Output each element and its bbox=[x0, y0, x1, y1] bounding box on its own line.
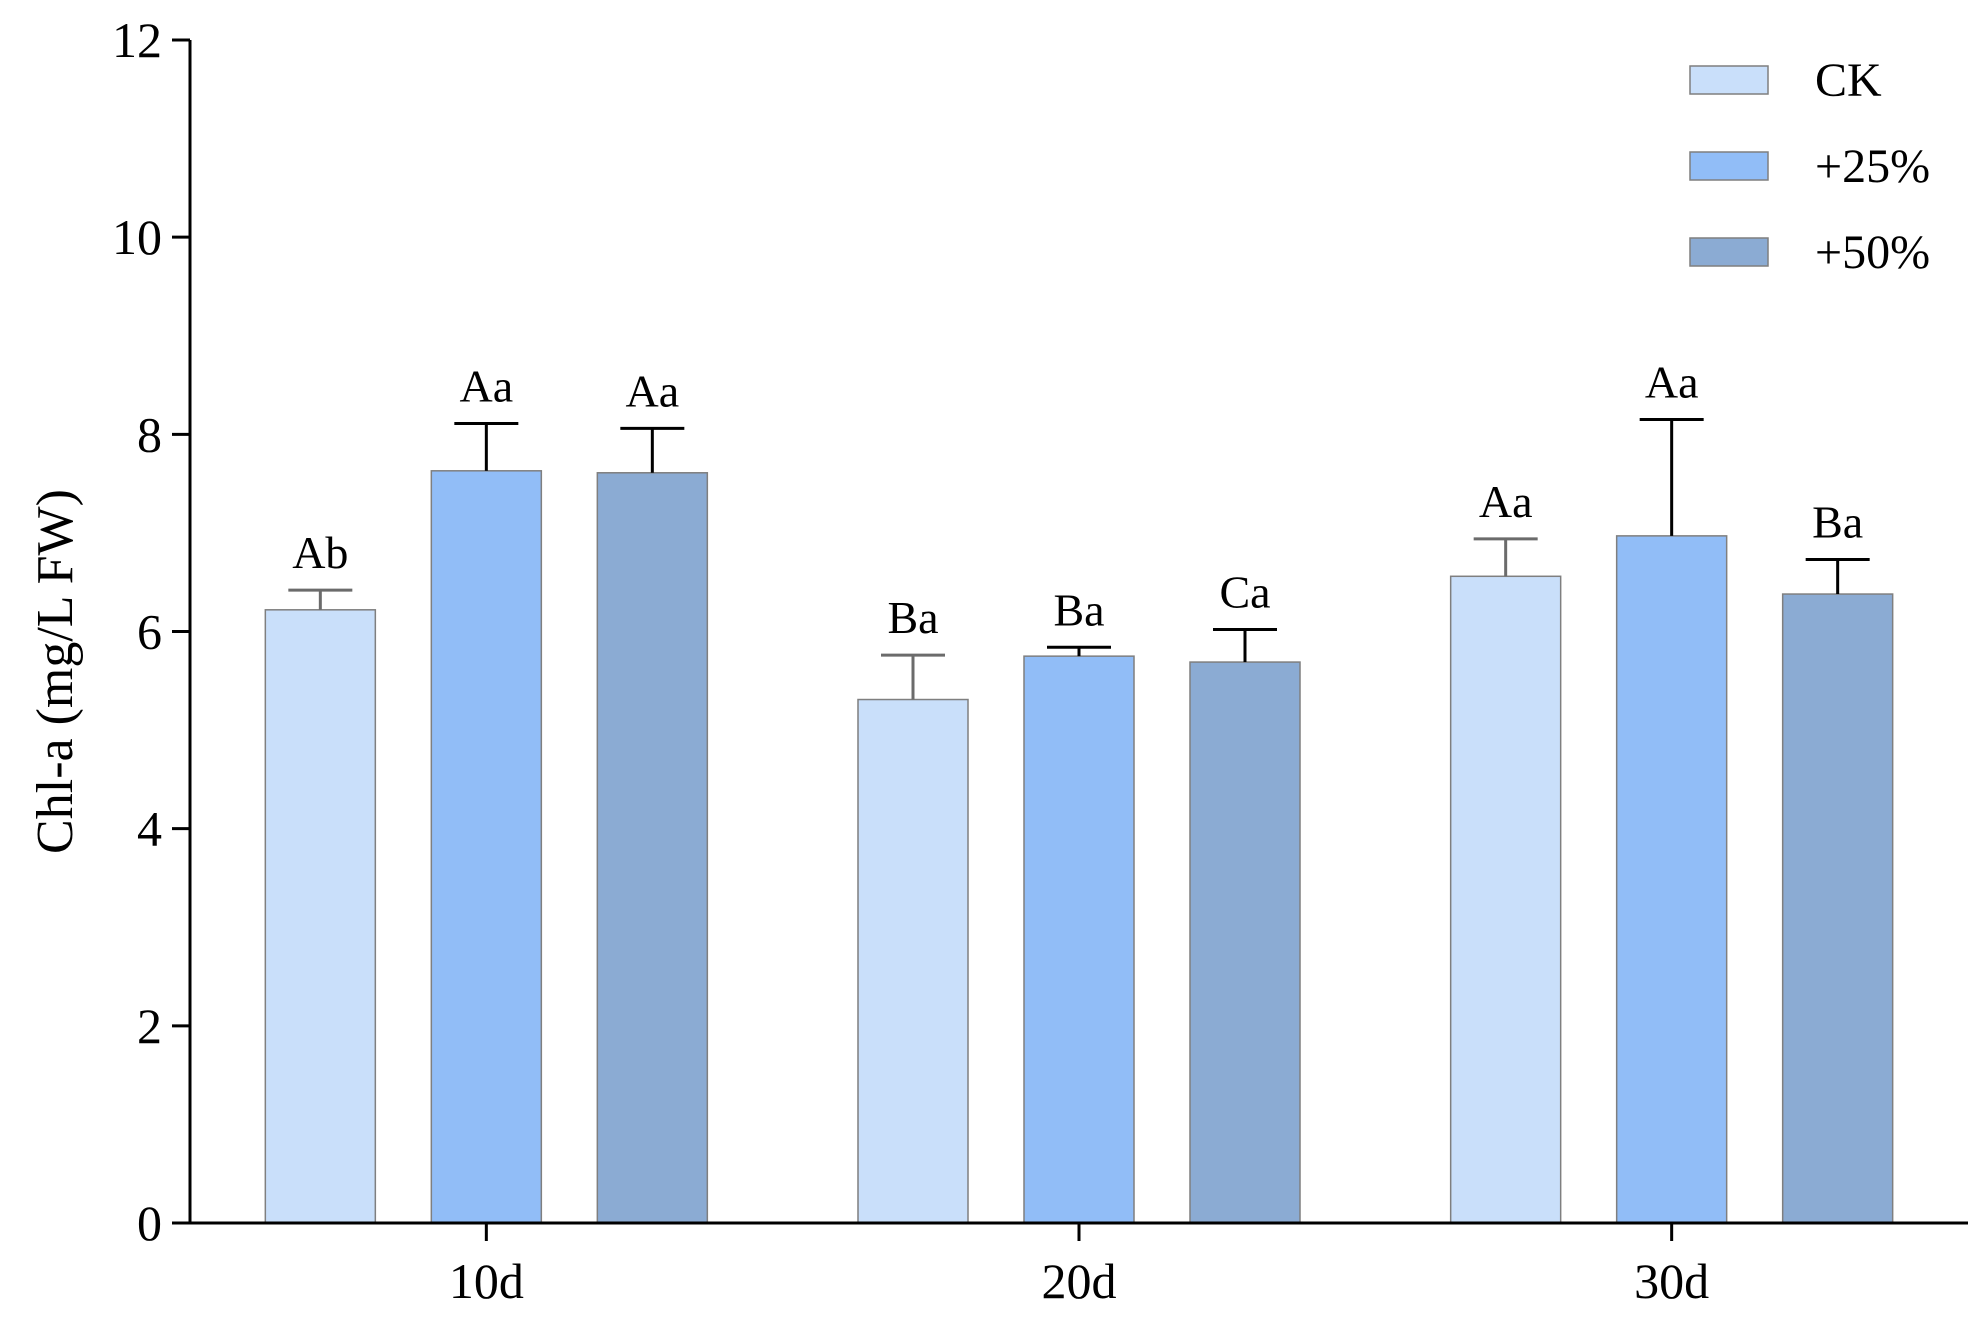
significance-label: Aa bbox=[1479, 476, 1533, 527]
legend-label: CK bbox=[1815, 54, 1882, 107]
bars-layer bbox=[264, 470, 1894, 1224]
bar-50-10d bbox=[596, 472, 709, 1224]
significance-label: Ca bbox=[1219, 567, 1270, 618]
y-tick-label: 4 bbox=[137, 801, 162, 857]
significance-label: Ba bbox=[887, 592, 938, 643]
y-tick-label: 6 bbox=[137, 604, 162, 660]
bar-CK-20d bbox=[857, 698, 969, 1224]
legend-label: +50% bbox=[1815, 226, 1930, 279]
x-tick-label: 10d bbox=[449, 1253, 524, 1309]
legend-swatch bbox=[1689, 151, 1769, 181]
y-tick-label: 10 bbox=[112, 209, 162, 265]
legend-swatch bbox=[1689, 237, 1769, 267]
significance-label: Aa bbox=[1645, 357, 1699, 408]
y-tick-label: 0 bbox=[137, 1195, 162, 1251]
y-axis-label: Chl-a (mg/L FW) bbox=[27, 489, 84, 854]
bar-50-30d bbox=[1781, 593, 1894, 1224]
y-tick-label: 2 bbox=[137, 998, 162, 1054]
y-ticks-layer: 0 2 4 6 8 10 12 bbox=[112, 12, 190, 1251]
legend-swatch bbox=[1689, 65, 1769, 95]
x-ticks-layer: 10d 20d 30d bbox=[449, 1223, 1709, 1309]
bar-25-30d bbox=[1615, 535, 1728, 1224]
significance-labels-layer: Ab Aa Aa Ba Ba Ca Aa Aa Ba bbox=[292, 357, 1863, 644]
significance-label: Ba bbox=[1053, 584, 1104, 635]
error-bars-layer bbox=[288, 418, 1870, 700]
significance-label: Aa bbox=[626, 365, 680, 416]
y-tick-label: 12 bbox=[112, 12, 162, 68]
legend-label: +25% bbox=[1815, 140, 1930, 193]
legend: CK +25% +50% bbox=[1689, 54, 1930, 279]
bar-25-10d bbox=[430, 470, 543, 1224]
significance-label: Ab bbox=[292, 527, 348, 578]
bar-50-20d bbox=[1189, 661, 1301, 1224]
y-tick-label: 8 bbox=[137, 406, 162, 462]
x-tick-label: 20d bbox=[1042, 1253, 1117, 1309]
significance-label: Ba bbox=[1812, 497, 1863, 548]
bar-25-20d bbox=[1023, 655, 1135, 1224]
significance-label: Aa bbox=[460, 360, 514, 411]
bar-CK-30d bbox=[1449, 575, 1562, 1224]
x-tick-label: 30d bbox=[1634, 1253, 1709, 1309]
bar-CK-10d bbox=[264, 609, 377, 1224]
